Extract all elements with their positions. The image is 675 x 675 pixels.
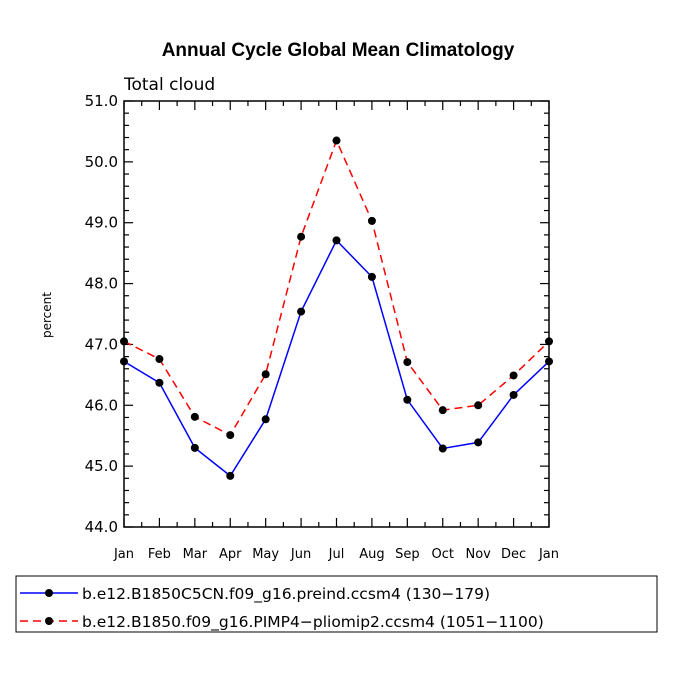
x-tick-label: Jan bbox=[538, 547, 559, 562]
y-tick-label: 50.0 bbox=[85, 153, 118, 171]
series-1-point bbox=[332, 236, 341, 245]
series-1-point bbox=[367, 272, 376, 281]
x-tick-label: Jun bbox=[290, 547, 311, 562]
series-2-point bbox=[155, 355, 164, 364]
x-tick-label: Sep bbox=[395, 547, 420, 562]
series-1-point bbox=[120, 357, 128, 366]
y-tick-label: 51.0 bbox=[85, 92, 118, 110]
y-tick-label: 45.0 bbox=[85, 457, 118, 475]
x-tick-label: Mar bbox=[183, 547, 208, 562]
legend-label-2: b.e12.B1850.f09_g16.PIMP4−pliomip2.ccsm4… bbox=[82, 613, 544, 632]
series-2-point bbox=[474, 401, 483, 410]
series-1-point bbox=[545, 357, 553, 366]
series-1-point bbox=[474, 438, 483, 447]
series-1-point bbox=[403, 395, 412, 404]
series-2-point bbox=[120, 337, 128, 346]
series-2-point bbox=[332, 136, 341, 145]
x-tick-label: Apr bbox=[219, 547, 242, 562]
y-axis-label: percent bbox=[40, 292, 54, 338]
chart-title: Annual Cycle Global Mean Climatology bbox=[162, 40, 515, 61]
series-line-1 bbox=[123, 239, 550, 477]
plot-frame bbox=[123, 100, 550, 528]
chart-subtitle: Total cloud bbox=[123, 75, 215, 95]
x-tick-label: Jul bbox=[328, 547, 345, 562]
x-tick-label: Nov bbox=[465, 547, 491, 562]
series-1-point bbox=[509, 390, 518, 399]
series-layer bbox=[120, 136, 553, 480]
series-1-point bbox=[261, 415, 270, 424]
series-2-point bbox=[545, 337, 553, 346]
y-tick-label: 44.0 bbox=[85, 518, 118, 536]
x-tick-label: Feb bbox=[148, 547, 171, 562]
x-axis-ticks: Jan Feb Mar Apr May Jun Jul Aug Sep Oct Nov Dec Jan bbox=[113, 101, 559, 562]
legend: b.e12.B1850C5CN.f09_g16.preind.ccsm4 (13… bbox=[15, 575, 658, 633]
series-2-point bbox=[403, 358, 412, 367]
y-tick-label: 49.0 bbox=[85, 214, 118, 232]
series-line-2 bbox=[123, 138, 550, 437]
series-2-point bbox=[297, 232, 306, 241]
x-tick-label: Oct bbox=[432, 547, 454, 562]
x-tick-label: May bbox=[252, 547, 279, 562]
series-1-point bbox=[438, 444, 447, 453]
series-2-point bbox=[367, 216, 376, 225]
series-2-point bbox=[261, 370, 270, 379]
x-tick-label: Jan bbox=[113, 547, 134, 562]
x-tick-label: Aug bbox=[359, 547, 384, 562]
series-1-point bbox=[190, 443, 199, 452]
series-1-point bbox=[297, 307, 306, 316]
y-tick-label: 48.0 bbox=[85, 275, 118, 293]
series-1-point bbox=[155, 378, 164, 387]
legend-marker-1 bbox=[45, 589, 53, 597]
legend-label-1: b.e12.B1850C5CN.f09_g16.preind.ccsm4 (13… bbox=[82, 585, 490, 604]
x-tick-label: Dec bbox=[501, 547, 526, 562]
series-2-point bbox=[509, 371, 518, 380]
y-tick-label: 47.0 bbox=[85, 335, 118, 353]
legend-marker-2 bbox=[45, 617, 53, 625]
legend-box bbox=[15, 575, 658, 633]
y-tick-label: 46.0 bbox=[85, 396, 118, 414]
series-2-point bbox=[190, 412, 199, 421]
series-2-point bbox=[226, 431, 235, 440]
series-2-point bbox=[438, 406, 447, 415]
series-1-point bbox=[226, 471, 235, 480]
y-axis-ticks: 44.0 45.0 46.0 47.0 48.0 49.0 50.0 51.0 bbox=[85, 92, 549, 536]
